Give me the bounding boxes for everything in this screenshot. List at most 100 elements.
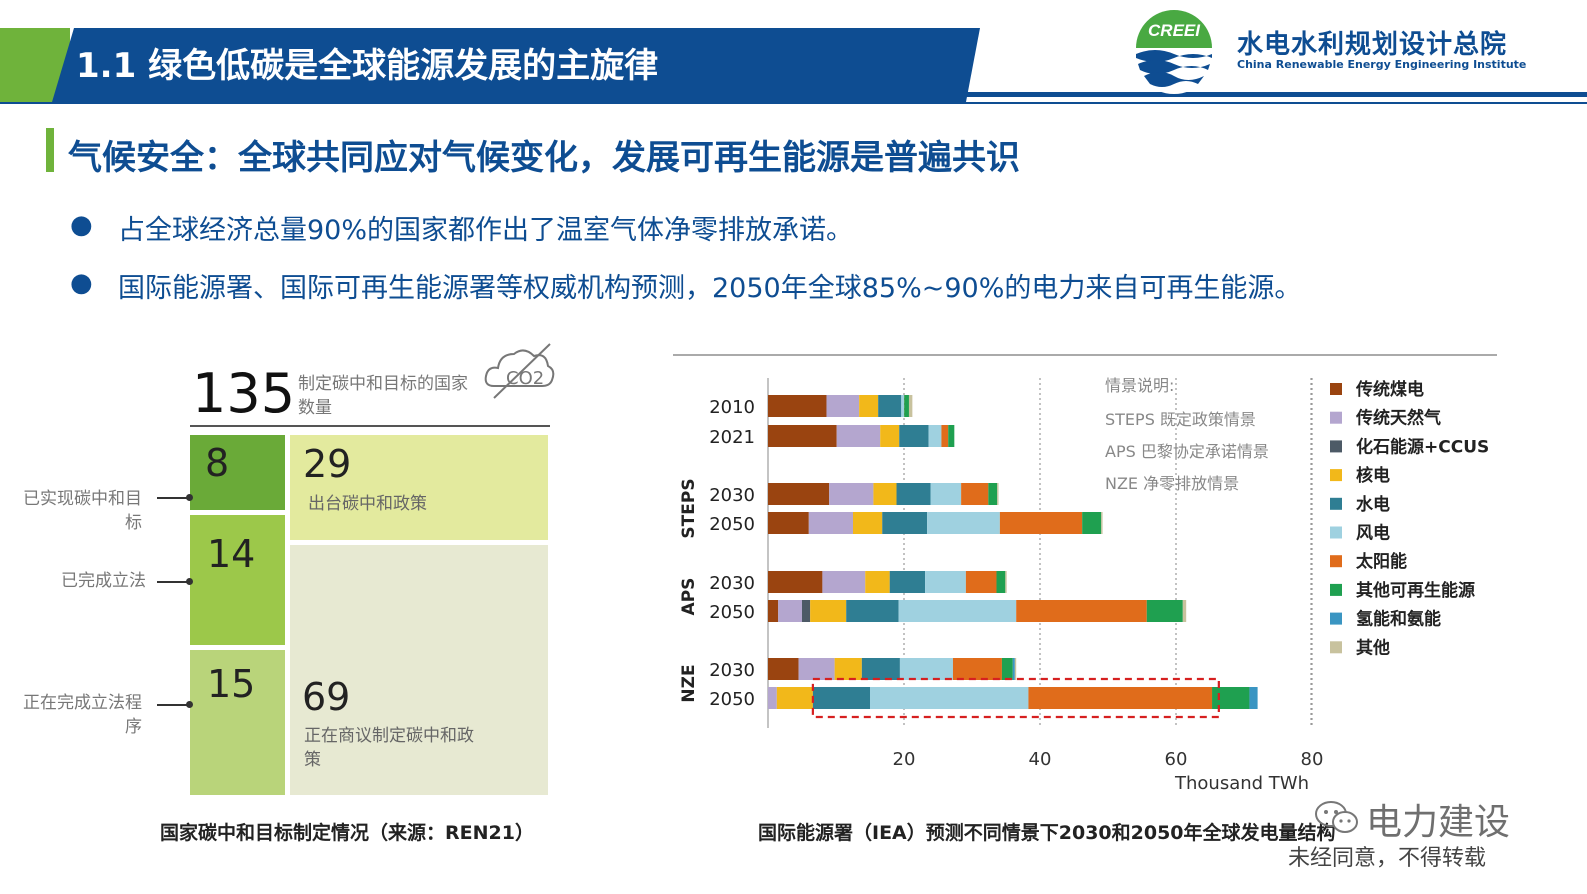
bar-segment [822, 571, 866, 593]
bar-segment [826, 395, 860, 417]
legend-swatch [1330, 497, 1342, 510]
left-caption: 国家碳中和目标制定情况（来源：REN21） [160, 822, 534, 844]
bar-segment [997, 483, 999, 505]
section-subtitle: 气候安全：全球共同应对气候变化，发展可再生能源是普遍共识 [68, 138, 1020, 178]
box-legislated [190, 515, 285, 645]
header-band [52, 28, 980, 102]
bar-segment [836, 425, 881, 447]
scenario-group-label: STEPS [679, 478, 699, 538]
svg-text:CO2: CO2 [506, 368, 544, 389]
bar-segment [834, 658, 862, 680]
header-rule [960, 92, 1587, 97]
scenario-note-title: 情景说明: [1105, 376, 1174, 395]
bar-segment [798, 658, 835, 680]
policy-value: 29 [303, 442, 352, 486]
cloud-co2-icon: CO2 [484, 343, 555, 399]
leader-dot [186, 494, 193, 501]
discussing-label: 正在商议制定碳中和政策 [304, 726, 474, 770]
x-tick-label: 40 [1029, 749, 1052, 770]
bar-segment [925, 571, 966, 593]
bar-segment [846, 600, 899, 622]
watermark-name: 电力建设 [1366, 802, 1511, 843]
bar-segment [861, 658, 900, 680]
legend-label: 太阳能 [1356, 551, 1407, 572]
leader-dot [186, 578, 193, 585]
bar-segment [1182, 600, 1187, 622]
in-legislation-side-label: 正在完成立法程序 [23, 693, 142, 737]
policy-label: 出台碳中和政策 [308, 494, 427, 514]
bar-segment [1101, 512, 1103, 534]
bar-segment [768, 658, 799, 680]
bar-segment [952, 658, 1002, 680]
bar-segment [768, 600, 779, 622]
legend-label: 核电 [1356, 465, 1390, 486]
bar-segment [889, 571, 926, 593]
bullet-text-1: 占全球经济总量90%的国家都作出了温室气体净零排放承诺。 [118, 215, 854, 246]
header-underline [0, 102, 1587, 104]
bar-segment [961, 483, 989, 505]
bar-segment [1212, 687, 1250, 709]
bar-segment [1001, 658, 1013, 680]
legend-label: 其他可再生能源 [1356, 580, 1475, 601]
legend-label: 风电 [1356, 523, 1390, 544]
x-axis-label: Thousand TWh [1174, 773, 1309, 794]
subtitle-marker [46, 128, 54, 172]
legend-swatch [1330, 583, 1342, 596]
bar-segment [988, 483, 998, 505]
leader-dot [186, 701, 193, 708]
row-year-label: 2030 [709, 485, 755, 506]
bar-segment [778, 600, 802, 622]
bar-segment [948, 425, 955, 447]
legend-swatch [1330, 469, 1342, 482]
legend-swatch [1330, 440, 1342, 453]
legend-swatch [1330, 555, 1342, 568]
row-year-label: 2010 [709, 397, 755, 418]
row-year-label: 2030 [709, 573, 755, 594]
achieved-value: 8 [205, 441, 230, 485]
bar-segment [1005, 571, 1007, 593]
row-year-label: 2050 [709, 602, 755, 623]
leader-line [157, 497, 189, 499]
watermark-note: 未经同意，不得转载 [1288, 846, 1487, 871]
svg-text:CREEI: CREEI [1148, 21, 1201, 40]
bar-segment [1014, 658, 1017, 680]
bar-segment [865, 571, 890, 593]
row-year-label: 2050 [709, 514, 755, 535]
highlight-box [811, 677, 1220, 719]
legend-label: 传统天然气 [1355, 408, 1441, 429]
scenario-group-label: NZE [679, 664, 699, 702]
bullet-dot: ● [70, 210, 93, 240]
row-year-label: 2030 [709, 660, 755, 681]
in-legislation-value: 15 [207, 662, 256, 706]
bar-segment [768, 395, 827, 417]
bar-segment [901, 395, 904, 417]
x-tick-label: 80 [1301, 749, 1324, 770]
x-tick-label: 20 [893, 749, 916, 770]
box-discussing [290, 545, 548, 795]
bar-segment [768, 571, 823, 593]
bar-segment [927, 512, 1000, 534]
achieved-side-label: 已实现碳中和目标 [23, 489, 142, 533]
bar-segment [941, 425, 949, 447]
bar-segment [810, 600, 847, 622]
legislated-side-label: 已完成立法 [61, 571, 146, 591]
bar-segment [802, 600, 811, 622]
discussing-value: 69 [302, 675, 351, 719]
org-name-cn: 水电水利规划设计总院 [1237, 30, 1508, 60]
total-countries-value: 135 [192, 362, 296, 425]
bar-segment [1146, 600, 1183, 622]
legend-label: 传统煤电 [1355, 379, 1424, 400]
bar-segment [996, 571, 1006, 593]
bullet-text-2: 国际能源署、国际可再生能源署等权威机构预测，2050年全球85%~90%的电力来… [118, 273, 1302, 304]
box-policy [290, 435, 548, 540]
bar-segment [1249, 687, 1258, 709]
bar-segment [808, 512, 853, 534]
bullet-dot: ● [70, 268, 93, 298]
legend-label: 化石能源+CCUS [1356, 436, 1489, 457]
bar-segment [882, 512, 928, 534]
wechat-icon [1315, 801, 1358, 833]
bar-segment [899, 425, 929, 447]
legend-swatch [1330, 526, 1342, 539]
bar-segment [999, 512, 1083, 534]
bar-segment [1028, 687, 1213, 709]
